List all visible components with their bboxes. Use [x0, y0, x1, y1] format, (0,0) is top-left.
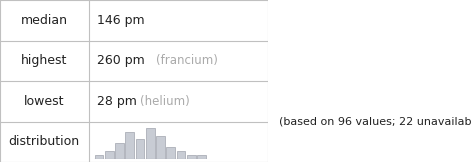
- Text: (francium): (francium): [156, 54, 218, 67]
- Text: 260 pm: 260 pm: [97, 54, 145, 67]
- Bar: [115, 143, 124, 159]
- Bar: [146, 128, 154, 159]
- Text: 146 pm: 146 pm: [97, 14, 144, 27]
- Bar: [125, 132, 134, 159]
- Bar: [95, 155, 104, 159]
- Bar: [197, 155, 206, 159]
- Bar: [156, 136, 165, 159]
- Text: lowest: lowest: [24, 95, 65, 108]
- Bar: [187, 155, 196, 159]
- Text: distribution: distribution: [9, 135, 80, 148]
- Text: highest: highest: [21, 54, 67, 67]
- Bar: [136, 139, 145, 159]
- Text: (helium): (helium): [139, 95, 189, 108]
- Bar: [166, 147, 175, 159]
- Text: 28 pm: 28 pm: [97, 95, 137, 108]
- Text: median: median: [21, 14, 68, 27]
- Bar: [177, 151, 186, 159]
- Text: (based on 96 values; 22 unavailable): (based on 96 values; 22 unavailable): [279, 116, 471, 127]
- Bar: [105, 151, 114, 159]
